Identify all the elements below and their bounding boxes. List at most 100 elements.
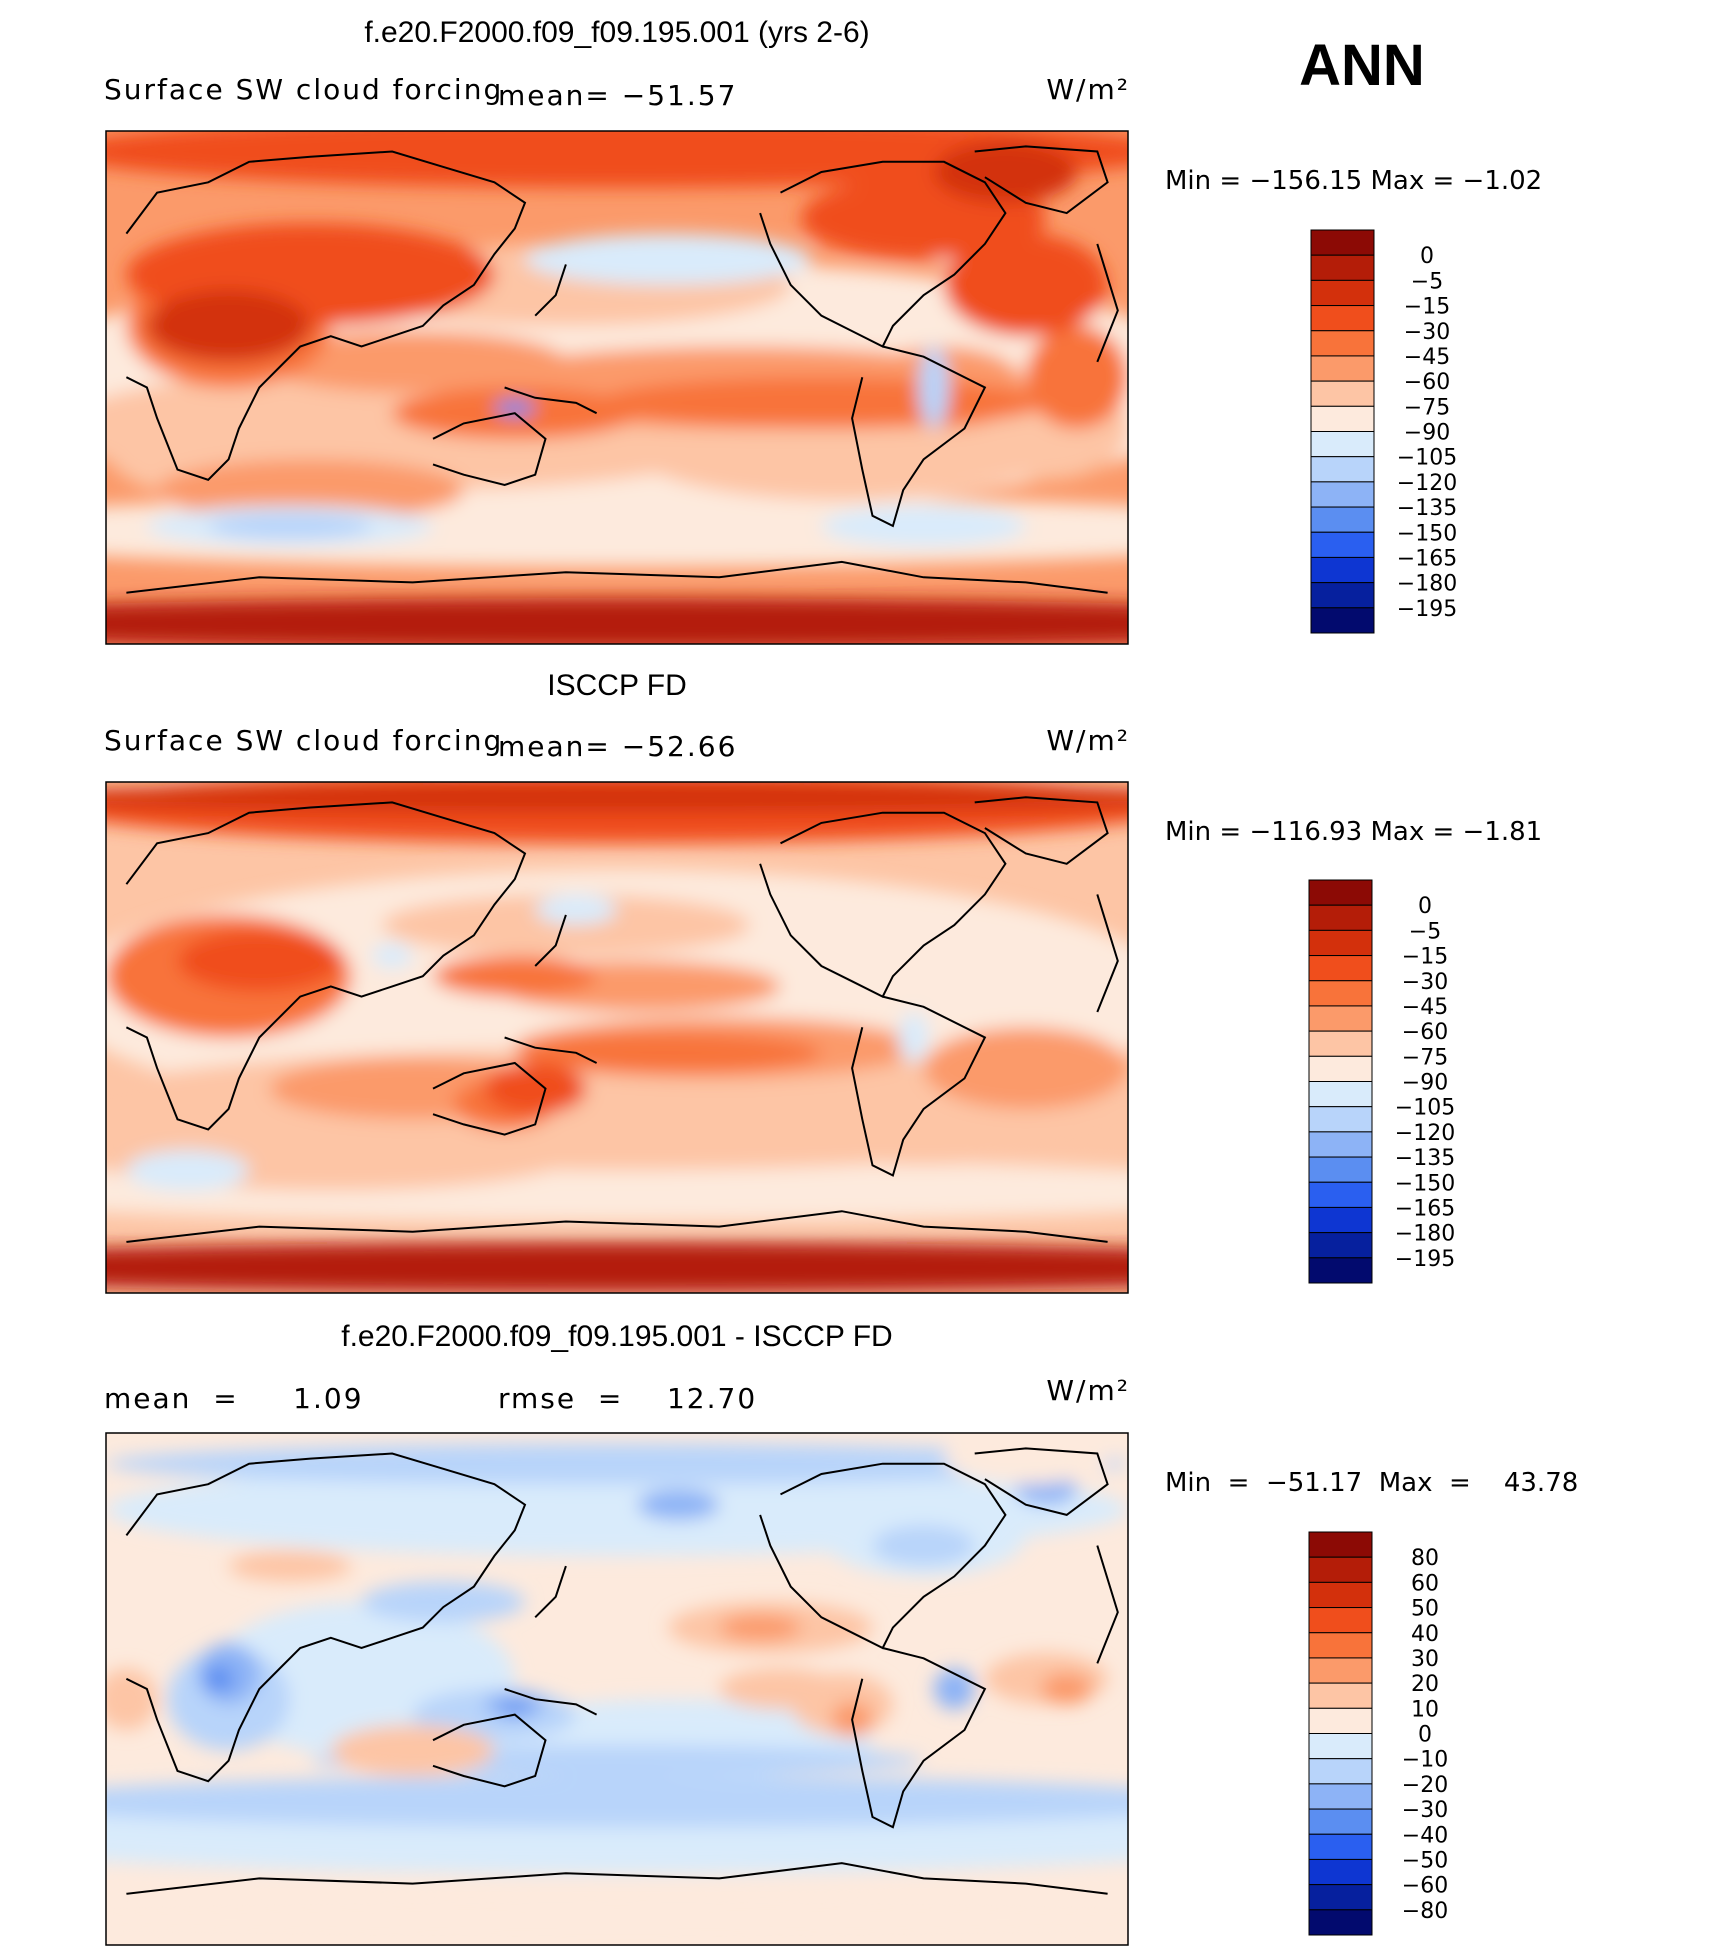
coastline xyxy=(125,150,527,481)
colorbar-tick-label: 0 xyxy=(1420,244,1434,269)
colorbar-swatch xyxy=(1310,582,1375,609)
field-contour xyxy=(525,233,812,285)
panel-obs-mean: mean= −52.66 xyxy=(498,730,737,763)
colorbar-swatch xyxy=(1308,904,1373,931)
coastline xyxy=(534,1565,567,1619)
colorbar-tick-label: −40 xyxy=(1402,1823,1448,1848)
coastline xyxy=(504,1688,598,1716)
coastline xyxy=(126,1862,1108,1895)
colorbar-swatch xyxy=(1308,1808,1373,1835)
panel-obs-units: W/m² xyxy=(1046,724,1130,757)
field-contour xyxy=(106,1776,1128,1828)
colorbar-tick-label: −15 xyxy=(1404,295,1450,320)
colorbar-tick-label: −60 xyxy=(1402,1874,1448,1899)
field-contour xyxy=(944,1433,1108,1485)
colorbar-swatch xyxy=(1310,254,1375,281)
colorbar-tick-label: −135 xyxy=(1395,1146,1455,1171)
colorbar-swatch xyxy=(1308,1131,1373,1158)
colorbar-swatch xyxy=(1308,1106,1373,1133)
colorbar-tick-label: −105 xyxy=(1397,446,1457,471)
panel-model-colorbar: 0−5−15−30−45−60−75−90−105−120−135−150−16… xyxy=(1310,229,1457,634)
colorbar-tick-label: −165 xyxy=(1395,1196,1455,1221)
field-contour xyxy=(177,930,342,992)
colorbar-tick-label: −165 xyxy=(1397,546,1457,571)
colorbar-tick-label: −150 xyxy=(1395,1171,1455,1196)
colorbar-tick-label: −75 xyxy=(1404,395,1450,420)
colorbar-swatch xyxy=(1308,1607,1373,1634)
colorbar-tick-label: −105 xyxy=(1395,1096,1455,1121)
field-contour xyxy=(918,346,950,429)
panel-model-variable: Surface SW cloud forcing xyxy=(104,73,503,106)
coastline xyxy=(974,796,1109,865)
field-contour xyxy=(484,1063,587,1115)
colorbar-tick-label: −30 xyxy=(1402,970,1448,995)
field-contour xyxy=(106,1893,1128,1945)
colorbar-tick-label: −30 xyxy=(1402,1798,1448,1823)
colorbar-tick-label: −5 xyxy=(1409,919,1441,944)
field-contour xyxy=(228,1550,352,1582)
field-contour xyxy=(535,894,617,926)
coastline xyxy=(432,412,547,487)
colorbar-swatch xyxy=(1308,1833,1373,1860)
colorbar-swatch xyxy=(1308,1581,1373,1609)
colorbar-tick-label: 10 xyxy=(1411,1697,1439,1722)
colorbar-swatch xyxy=(1308,1030,1373,1057)
field-contour xyxy=(1025,325,1128,429)
panel-obs-variable: Surface SW cloud forcing xyxy=(104,724,503,757)
colorbar-tick-label: −135 xyxy=(1397,496,1457,521)
colorbar-swatch xyxy=(1310,481,1375,508)
panel-obs-map xyxy=(105,781,1129,1294)
colorbar-tick-label: −90 xyxy=(1404,421,1450,446)
coastline xyxy=(125,1452,527,1783)
colorbar-swatch xyxy=(1310,330,1375,357)
colorbar-tick-label: −90 xyxy=(1402,1071,1448,1096)
panel-obs: ISCCP FD Surface SW cloud forcing mean= … xyxy=(104,669,1542,1294)
colorbar-swatch xyxy=(1308,1181,1373,1208)
panel-obs-colorbar: 0−5−15−30−45−60−75−90−105−120−135−150−16… xyxy=(1308,879,1455,1284)
field-contour xyxy=(157,459,464,521)
coastline xyxy=(504,386,598,415)
panel-diff: f.e20.F2000.f09_f09.195.001 - ISCCP FD m… xyxy=(104,1320,1578,1946)
colorbar-swatch xyxy=(1310,279,1375,307)
colorbar-tick-label: 0 xyxy=(1418,894,1432,919)
panel-model-mean: mean= −51.57 xyxy=(498,79,737,112)
colorbar-swatch xyxy=(1308,1632,1373,1659)
colorbar-swatch xyxy=(1308,1733,1373,1760)
coastline xyxy=(1096,243,1119,363)
colorbar-tick-label: −20 xyxy=(1402,1773,1448,1798)
field-contour xyxy=(923,1027,1128,1110)
field-contour xyxy=(719,1668,842,1710)
field-contour xyxy=(106,131,1128,188)
colorbar-swatch xyxy=(1310,607,1375,634)
field-contour xyxy=(933,141,1077,203)
colorbar-tick-label: 60 xyxy=(1411,1571,1439,1596)
colorbar-swatch xyxy=(1308,1206,1373,1234)
coastline xyxy=(1096,894,1119,1013)
colorbar-swatch xyxy=(1308,1005,1373,1032)
coastline xyxy=(534,914,567,967)
colorbar-swatch xyxy=(1310,556,1375,584)
colorbar-swatch xyxy=(1308,1707,1373,1734)
colorbar-tick-label: −75 xyxy=(1402,1045,1448,1070)
panel-diff-rmse: rmse = 12.70 xyxy=(498,1382,757,1415)
colorbar-tick-label: −5 xyxy=(1411,269,1443,294)
coastline xyxy=(1096,1545,1119,1664)
colorbar-tick-label: −80 xyxy=(1402,1899,1448,1924)
field-contour xyxy=(203,1665,234,1692)
panel-model-map xyxy=(105,130,1129,645)
field-contour xyxy=(821,505,1026,547)
colorbar-swatch xyxy=(1310,305,1375,332)
coastline xyxy=(534,264,567,317)
panel-diff-title: f.e20.F2000.f09_f09.195.001 - ISCCP FD xyxy=(341,1320,892,1353)
field-contour xyxy=(637,1489,720,1521)
colorbar-swatch xyxy=(1308,980,1373,1007)
field-contour xyxy=(208,513,372,539)
colorbar-swatch xyxy=(1308,1783,1373,1810)
coastline xyxy=(851,995,987,1177)
panel-obs-minmax: Min = −116.93 Max = −1.81 xyxy=(1165,817,1542,847)
colorbar-swatch xyxy=(1310,405,1375,432)
colorbar-swatch xyxy=(1308,1884,1373,1911)
colorbar-tick-label: −120 xyxy=(1397,471,1457,496)
